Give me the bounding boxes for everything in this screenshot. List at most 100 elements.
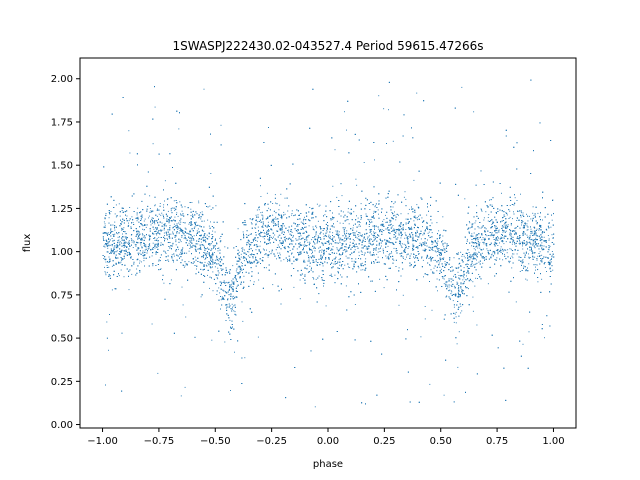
data-point xyxy=(161,212,163,214)
data-point xyxy=(243,260,245,262)
data-point xyxy=(469,265,471,267)
data-point xyxy=(198,202,200,204)
data-point xyxy=(360,203,362,205)
data-point xyxy=(392,206,394,208)
data-point xyxy=(446,262,448,264)
data-point xyxy=(114,229,116,231)
data-point xyxy=(242,231,244,233)
data-point xyxy=(353,211,355,213)
data-point xyxy=(104,246,106,248)
data-point xyxy=(297,258,299,260)
data-point xyxy=(377,234,378,236)
data-point xyxy=(299,245,301,247)
data-point xyxy=(234,311,236,313)
data-point xyxy=(378,213,379,215)
data-point xyxy=(469,227,471,229)
data-point xyxy=(246,242,248,244)
data-point xyxy=(170,210,172,212)
data-point xyxy=(531,253,533,255)
data-point xyxy=(231,303,233,305)
data-point xyxy=(178,128,180,130)
data-point xyxy=(261,211,263,213)
data-point xyxy=(347,208,349,210)
data-point xyxy=(515,301,517,303)
data-point xyxy=(170,233,172,235)
data-point xyxy=(178,222,180,224)
data-point xyxy=(224,246,226,248)
data-point xyxy=(329,235,331,237)
data-point xyxy=(347,211,349,213)
data-point xyxy=(468,288,469,290)
data-point xyxy=(548,238,550,240)
data-point xyxy=(225,281,227,283)
data-point xyxy=(537,212,539,214)
data-point xyxy=(541,237,543,239)
data-point xyxy=(373,252,374,254)
data-point xyxy=(120,269,122,271)
data-point xyxy=(336,220,338,222)
data-point xyxy=(144,249,146,251)
data-point xyxy=(283,225,285,227)
data-point xyxy=(492,236,494,238)
data-point xyxy=(306,264,308,266)
data-point xyxy=(229,319,231,321)
data-point xyxy=(148,217,149,219)
data-point xyxy=(258,279,260,281)
data-point xyxy=(132,247,134,248)
data-point xyxy=(265,233,267,235)
data-point xyxy=(346,129,347,131)
data-point xyxy=(400,241,401,243)
data-point xyxy=(369,209,371,210)
data-point xyxy=(255,258,256,260)
data-point xyxy=(503,224,505,226)
data-point xyxy=(220,258,222,260)
data-point xyxy=(348,223,350,225)
data-point xyxy=(398,267,400,269)
data-point xyxy=(299,279,301,281)
data-point xyxy=(108,256,110,258)
data-point xyxy=(403,243,405,245)
data-point xyxy=(115,254,117,256)
data-point xyxy=(452,270,454,272)
data-point xyxy=(435,259,436,261)
data-point xyxy=(483,219,485,221)
data-point xyxy=(225,307,227,309)
data-point xyxy=(407,235,409,237)
data-point xyxy=(151,222,153,224)
data-point xyxy=(133,240,135,242)
data-point xyxy=(302,244,304,246)
data-point xyxy=(317,220,319,222)
data-point xyxy=(272,203,274,204)
data-point xyxy=(475,252,477,254)
data-point xyxy=(535,266,536,268)
data-point xyxy=(491,223,493,225)
data-point xyxy=(443,283,445,285)
data-point xyxy=(432,246,434,248)
data-point xyxy=(309,265,311,267)
data-point xyxy=(303,246,305,247)
data-point xyxy=(549,260,551,262)
data-point xyxy=(332,249,334,251)
data-point xyxy=(104,244,106,246)
data-point xyxy=(329,275,331,276)
data-point xyxy=(243,275,245,277)
data-point xyxy=(390,223,392,225)
data-point xyxy=(413,179,415,181)
data-point xyxy=(133,241,135,243)
data-point xyxy=(176,212,178,214)
data-point xyxy=(300,238,302,240)
data-point xyxy=(196,225,198,227)
data-point xyxy=(316,242,318,244)
data-point xyxy=(121,257,122,259)
data-point xyxy=(324,214,326,216)
data-point xyxy=(111,289,113,291)
data-point xyxy=(321,251,323,253)
data-point xyxy=(107,247,109,249)
data-point xyxy=(287,210,289,212)
data-point xyxy=(189,229,191,231)
data-point xyxy=(126,252,128,253)
data-point xyxy=(233,310,235,312)
data-point xyxy=(257,260,259,262)
data-point xyxy=(382,248,384,250)
